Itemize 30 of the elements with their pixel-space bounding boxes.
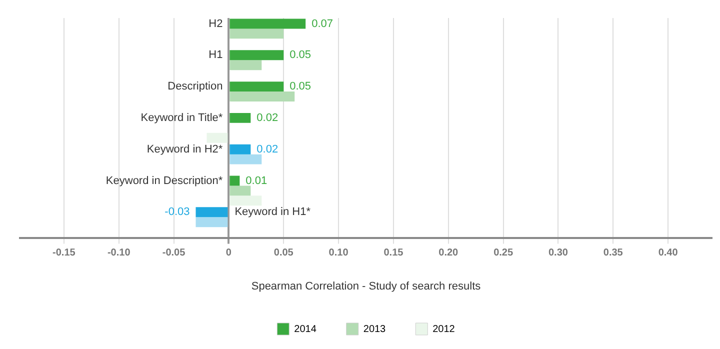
x-tick-label: 0.25	[494, 248, 514, 259]
y-tick-label: Keyword in Description*	[106, 174, 224, 187]
data-label: 0.01	[246, 174, 268, 187]
data-label: 0.07	[312, 18, 334, 30]
y-tick-label: Description	[168, 80, 223, 93]
x-tick-label: 0.05	[274, 248, 294, 259]
x-tick-label: -0.10	[107, 248, 131, 259]
y-tick-label: H1	[208, 49, 223, 62]
legend-label: 2012	[432, 324, 456, 335]
legend-label: 2013	[363, 324, 386, 335]
x-tick-label: -0.05	[162, 248, 186, 259]
x-tick-label: 0.30	[548, 248, 568, 259]
x-tick-label: 0.15	[384, 248, 404, 259]
x-axis-title: Spearman Correlation - Study of search results	[251, 280, 482, 292]
data-label: 0.05	[290, 80, 312, 93]
y-tick-label: Keyword in H2*	[146, 143, 224, 156]
data-label: 0.02	[256, 143, 278, 156]
x-tick-label: 0.40	[658, 248, 678, 259]
y-tick-label: Keyword in H1*	[234, 206, 312, 218]
y-tick-label: H2	[208, 18, 223, 30]
x-tick-label: -0.15	[52, 248, 76, 259]
x-tick-label: 0	[226, 248, 232, 259]
x-tick-label: 0.20	[438, 248, 459, 259]
x-tick-label: 0.35	[603, 248, 624, 259]
data-label: -0.03	[164, 206, 190, 218]
y-tick-label: Keyword in Title*	[140, 112, 224, 124]
data-label: 0.05	[290, 49, 312, 62]
legend-label: 2014	[294, 324, 317, 335]
x-tick-label: 0.10	[328, 248, 349, 259]
data-label: 0.02	[256, 112, 278, 124]
